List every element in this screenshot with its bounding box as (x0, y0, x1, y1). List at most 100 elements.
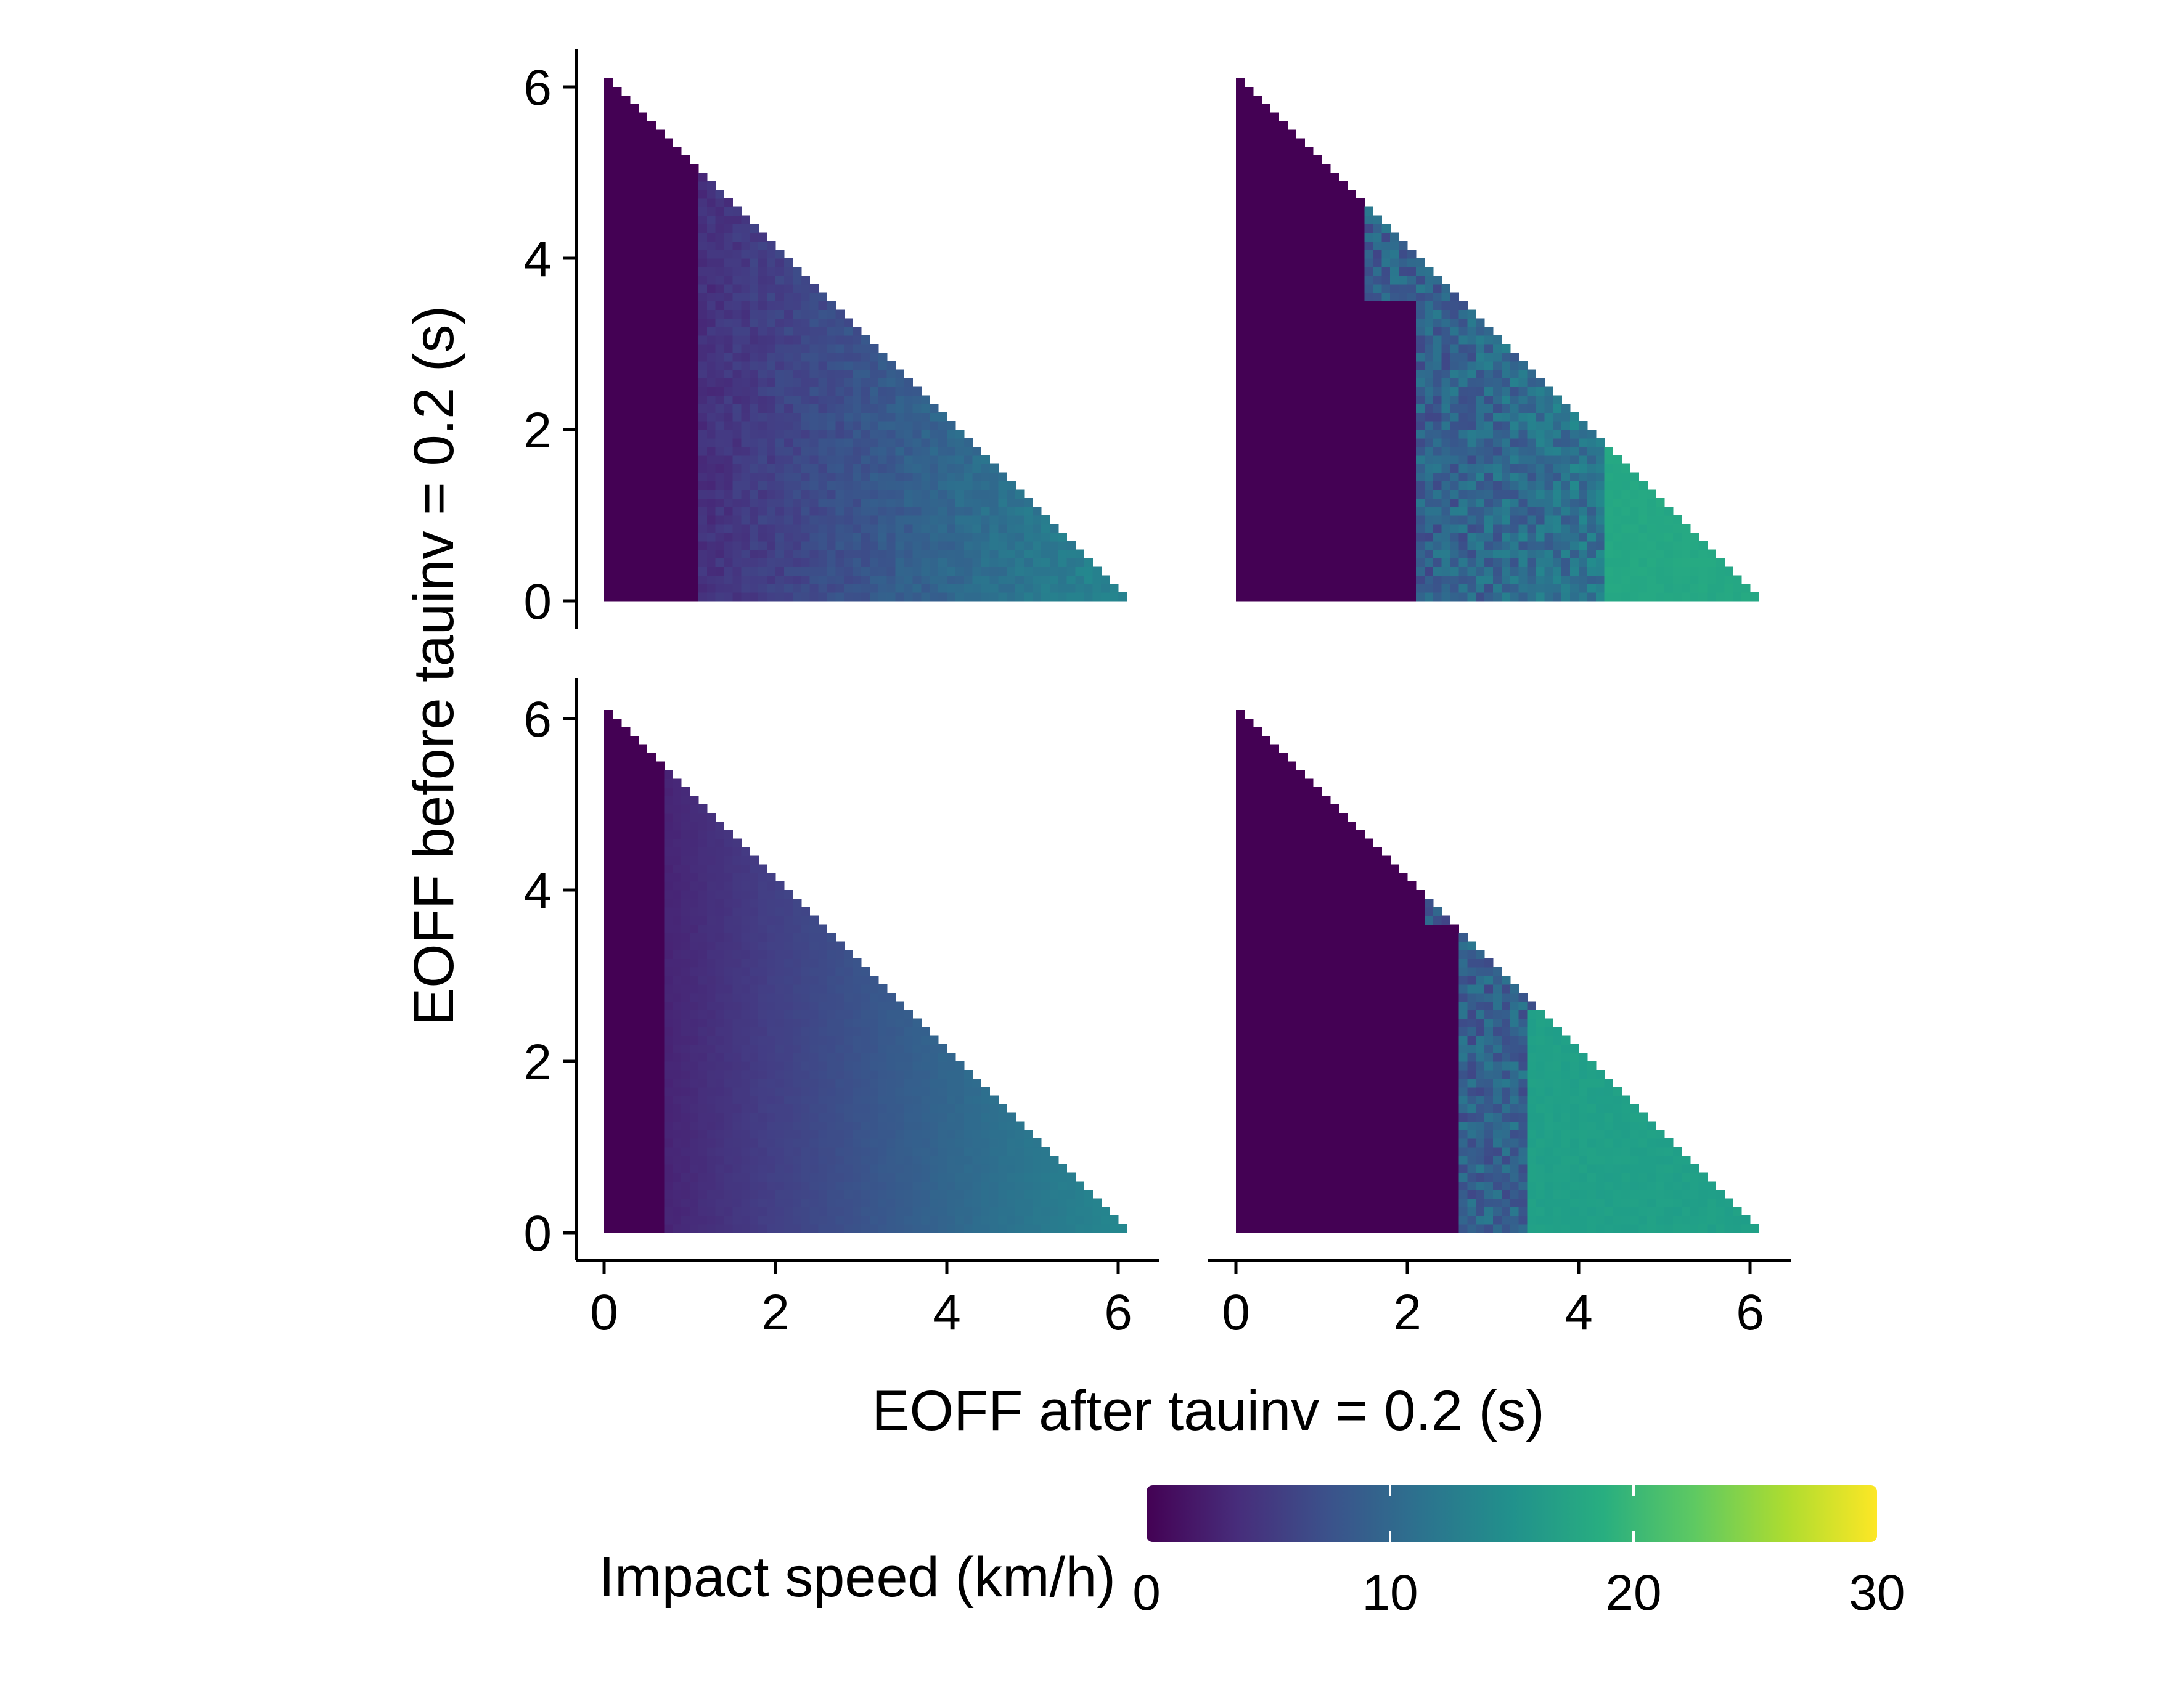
heatmap-cell (1390, 250, 1399, 259)
heatmap-cell (1313, 541, 1322, 550)
heatmap-cell (647, 1010, 656, 1019)
heatmap-cell (1450, 421, 1459, 430)
heatmap-cell (1561, 558, 1571, 567)
heatmap-cell (801, 284, 811, 293)
heatmap-cell (1544, 489, 1553, 499)
heatmap-cell (930, 575, 939, 584)
heatmap-cell (1518, 395, 1528, 404)
heatmap-cell (1741, 592, 1751, 602)
heatmap-cell (1296, 404, 1305, 413)
heatmap-cell (673, 584, 682, 593)
heatmap-cell (690, 369, 699, 379)
heatmap-cell (698, 1215, 708, 1225)
heatmap-cell (1399, 412, 1408, 422)
heatmap-cell (878, 515, 888, 525)
heatmap-cell (1253, 309, 1262, 319)
heatmap-cell (1501, 507, 1511, 516)
heatmap-cell (1681, 575, 1691, 584)
heatmap-cell (732, 232, 742, 242)
heatmap-cell (1570, 541, 1579, 550)
heatmap-cell (775, 1104, 785, 1113)
heatmap-cell (1399, 258, 1408, 267)
heatmap-cell (1638, 558, 1648, 567)
heatmap-cell (741, 1181, 750, 1191)
heatmap-cell (612, 301, 622, 310)
heatmap-cell (621, 395, 631, 404)
heatmap-cell (647, 950, 656, 959)
heatmap-cell (1287, 138, 1296, 147)
heatmap-cell (612, 438, 622, 447)
heatmap-cell (1390, 523, 1399, 533)
heatmap-cell (741, 335, 750, 345)
heatmap-cell (930, 558, 939, 567)
heatmap-cell (1041, 541, 1050, 550)
heatmap-cell (1672, 515, 1682, 525)
heatmap-cell (1364, 292, 1373, 302)
heatmap-cell (750, 1018, 759, 1027)
heatmap-cell (715, 250, 725, 259)
heatmap-cell (1304, 155, 1314, 165)
heatmap-cell (1544, 386, 1553, 396)
heatmap-cell (1313, 455, 1322, 465)
heatmap-cell (690, 1001, 699, 1011)
heatmap-cell (698, 1224, 708, 1233)
heatmap-cell (878, 395, 888, 404)
heatmap-cell (750, 592, 759, 602)
heatmap-cell (724, 1018, 734, 1027)
heatmap-cell (775, 369, 785, 379)
heatmap-cell (664, 292, 673, 302)
heatmap-cell (767, 1095, 776, 1105)
heatmap-cell (647, 361, 656, 370)
heatmap-cell (1518, 523, 1528, 533)
heatmap-cell (715, 301, 725, 310)
heatmap-cell (1458, 327, 1468, 336)
heatmap-cell (1356, 369, 1365, 379)
heatmap-cell (741, 472, 750, 481)
heatmap-cell (629, 558, 639, 567)
heatmap-cell (741, 566, 750, 576)
heatmap-cell (724, 258, 734, 267)
heatmap-cell (715, 992, 725, 1002)
heatmap-cell (775, 1001, 785, 1011)
heatmap-cell (1381, 361, 1391, 370)
heatmap-cell (673, 189, 682, 199)
heatmap-cell (1278, 224, 1288, 233)
heatmap-cell (664, 855, 673, 865)
heatmap-cell (681, 1069, 690, 1079)
heatmap-cell (1033, 592, 1042, 602)
heatmap-cell (1373, 215, 1382, 224)
heatmap-cell (886, 404, 896, 413)
heatmap-cell (1399, 284, 1408, 293)
heatmap-cell (1356, 438, 1365, 447)
heatmap-cell (801, 1061, 811, 1071)
heatmap-cell (621, 438, 631, 447)
heatmap-cell (963, 489, 973, 499)
heatmap-cell (647, 241, 656, 250)
heatmap-cell (1570, 549, 1579, 559)
heatmap-cell (664, 1018, 673, 1027)
heatmap-cell (904, 523, 913, 533)
heatmap-cell (1450, 309, 1459, 319)
heatmap-cell (673, 309, 682, 319)
heatmap-cell (1604, 507, 1614, 516)
heatmap-cell (638, 112, 648, 122)
heatmap-cell (1467, 386, 1476, 396)
heatmap-cell (647, 327, 656, 336)
heatmap-cell (1364, 369, 1373, 379)
heatmap-cell (809, 1053, 819, 1062)
heatmap-cell (664, 584, 673, 593)
heatmap-cell (801, 292, 811, 302)
heatmap-cell (629, 1224, 639, 1233)
heatmap-cell (638, 181, 648, 190)
heatmap-cell (673, 1224, 682, 1233)
heatmap-cell (998, 549, 1007, 559)
heatmap-cell (621, 549, 631, 559)
heatmap-cell (1261, 198, 1271, 208)
heatmap-cell (878, 455, 888, 465)
heatmap-cell (655, 361, 665, 370)
heatmap-cell (1313, 335, 1322, 345)
heatmap-cell (1450, 386, 1459, 396)
heatmap-cell (1536, 558, 1545, 567)
heatmap-cell (783, 1069, 793, 1079)
heatmap-cell (673, 352, 682, 362)
